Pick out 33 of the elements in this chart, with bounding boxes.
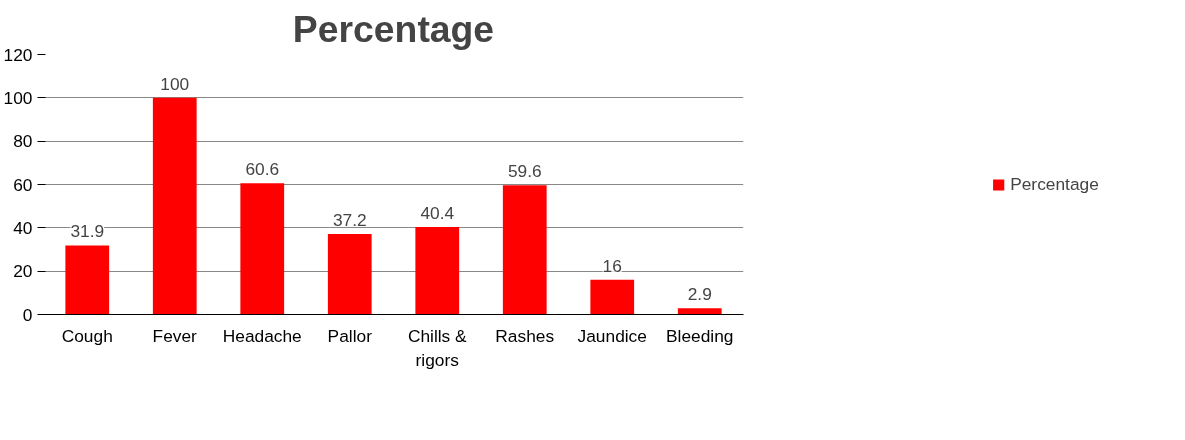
- legend-label: Percentage: [1010, 173, 1099, 195]
- bar: [590, 279, 635, 315]
- x-tick-label: Headache: [222, 325, 302, 346]
- x-tick-label: Jaundice: [577, 325, 647, 346]
- data-label: 59.6: [507, 161, 542, 182]
- y-tick-label: 0: [22, 304, 33, 325]
- x-tick-label: Pallor: [327, 325, 373, 346]
- bar: [502, 185, 547, 315]
- bar: [677, 308, 722, 315]
- data-label: 37.2: [332, 209, 367, 230]
- x-tick-label: Cough: [61, 325, 113, 346]
- y-tick-label: 100: [3, 87, 33, 108]
- y-tick-label: 40: [13, 217, 33, 238]
- data-label: 60.6: [245, 159, 280, 180]
- x-tick-label: Chills & rigors: [407, 325, 468, 370]
- y-tick-label: 60: [13, 174, 33, 195]
- chart-title: Percentage: [292, 7, 495, 50]
- x-tick-label: Bleeding: [666, 325, 734, 346]
- data-label: 16: [602, 255, 622, 276]
- y-tick-label: 20: [13, 261, 33, 282]
- y-tick-label: 80: [13, 131, 33, 152]
- x-tick-label: Fever: [152, 325, 198, 346]
- bar: [152, 97, 197, 315]
- y-tick-label: 120: [3, 44, 33, 65]
- x-tick-label: Rashes: [495, 325, 555, 346]
- bar: [65, 245, 110, 315]
- bar: [240, 183, 285, 315]
- bar: [415, 226, 460, 315]
- bar: [327, 233, 372, 315]
- data-label: 100: [160, 73, 190, 94]
- data-label: 31.9: [70, 221, 105, 242]
- data-label: 40.4: [420, 202, 455, 223]
- data-label: 2.9: [687, 284, 712, 305]
